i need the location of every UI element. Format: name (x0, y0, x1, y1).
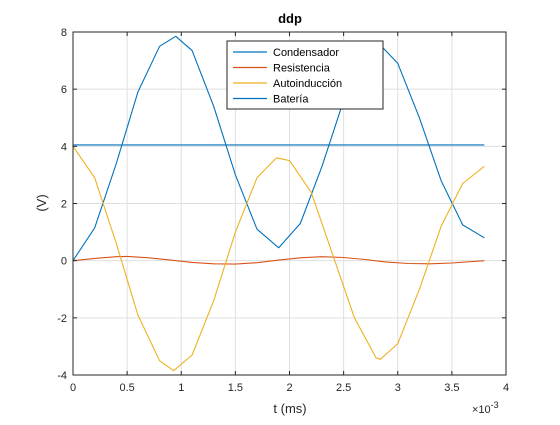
x-tick-label: 1 (178, 382, 184, 394)
x-tick-label: 0.5 (119, 382, 134, 394)
legend-label: Autoinducción (273, 78, 342, 90)
plot-frame (72, 31, 507, 376)
series-line-1 (72, 35, 485, 262)
legend-label: Resistencia (273, 63, 331, 75)
y-tick-label: 4 (61, 141, 67, 153)
series-line-2 (72, 255, 485, 265)
x-tick-label: 2.5 (336, 382, 351, 394)
x-tick-label: 2 (286, 382, 292, 394)
series-group (72, 35, 485, 372)
y-tick-label: 6 (61, 84, 67, 96)
x-tick-label: 0 (70, 382, 76, 394)
x-tick-label: 3 (395, 382, 401, 394)
y-tick-label: 8 (61, 27, 67, 39)
x-axis-multiplier: ×10-3 (472, 400, 499, 416)
legend: Condensador Resistencia Autoinducción Bater… (226, 40, 384, 110)
x-tick-label: 3.5 (444, 382, 459, 394)
y-tick-label: -2 (57, 313, 67, 325)
series-line-3 (72, 145, 485, 372)
chart-title: ddp (278, 11, 302, 26)
y-tick-label: 2 (61, 199, 67, 211)
x-tick-label: 4 (503, 382, 509, 394)
legend-label: Condensador (273, 47, 339, 59)
axes (72, 31, 507, 376)
y-tick-label: 0 (61, 256, 67, 268)
legend-label: Batería (273, 94, 309, 106)
tick-labels: 0 0.5 1 1.5 2 2.5 3 3.5 4 -4 -2 0 2 4 6 8 (57, 27, 509, 394)
x-axis-label: t (ms) (273, 401, 306, 416)
x-tick-label: 1.5 (228, 382, 243, 394)
y-tick-label: -4 (57, 370, 67, 382)
y-axis-label: (V) (34, 194, 49, 211)
